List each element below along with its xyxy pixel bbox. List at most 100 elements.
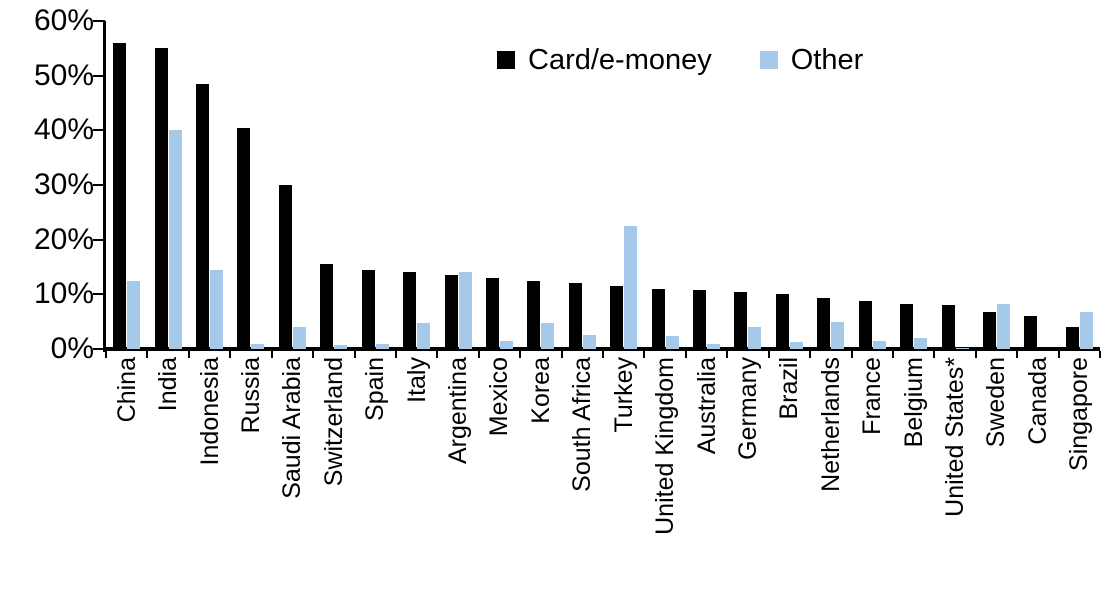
x-axis-category-label-turkey: Turkey: [609, 357, 638, 433]
y-axis-tick-mark: [93, 184, 105, 186]
y-axis-tick-label: 30%: [33, 168, 94, 201]
y-axis-tick-label: 0%: [50, 332, 94, 365]
bar-other-india: [168, 130, 182, 349]
x-axis-category-label-india: India: [154, 357, 183, 412]
x-axis-category-label-argentina: Argentina: [444, 357, 473, 465]
bar-card-e-money-mexico: [485, 277, 499, 349]
bar-other-korea: [541, 323, 555, 349]
x-axis-category-label-singapore: Singapore: [1065, 357, 1094, 471]
y-axis-tick-label: 20%: [33, 222, 94, 256]
x-axis-tick-mark: [684, 351, 687, 358]
bar-other-argentina: [458, 272, 472, 349]
x-axis-category-label-australia: Australia: [692, 357, 721, 455]
x-axis-tick-mark: [809, 351, 812, 358]
x-axis-category-label-italy: Italy: [402, 357, 431, 403]
x-axis-tick-mark: [105, 351, 107, 358]
legend-swatch-other: [759, 51, 778, 69]
bar-card-e-money-united-states: [941, 305, 955, 349]
y-axis-tick-mark: [93, 20, 105, 22]
y-axis-tick-mark: [93, 238, 105, 241]
x-axis-tick-mark: [1099, 351, 1101, 358]
y-axis-tick-label: 10%: [33, 277, 94, 311]
x-axis-category-label-indonesia: Indonesia: [195, 357, 224, 466]
x-axis-line: [103, 347, 1100, 351]
x-axis-tick-mark: [477, 351, 480, 358]
x-axis-category-label-sweden: Sweden: [982, 357, 1011, 448]
bar-other-turkey: [624, 226, 638, 349]
bar-card-e-money-china: [113, 42, 127, 349]
bar-other-switzerland: [334, 344, 348, 349]
x-axis-tick-mark: [519, 351, 522, 358]
x-axis-category-label-brazil: Brazil: [775, 357, 804, 420]
bar-other-netherlands: [831, 321, 845, 349]
legend-label-other: Other: [790, 44, 864, 76]
x-axis-tick-mark: [1057, 351, 1060, 358]
legend-swatch-card-e-money: [497, 51, 515, 69]
bar-card-e-money-brazil: [775, 294, 789, 349]
x-axis-category-label-switzerland: Switzerland: [319, 357, 348, 487]
bar-other-spain: [375, 343, 389, 349]
bar-card-e-money-india: [154, 48, 168, 349]
x-axis-tick-mark: [436, 351, 439, 358]
x-axis-category-label-south-africa: South Africa: [568, 357, 597, 492]
bar-card-e-money-russia: [237, 127, 251, 349]
x-axis-tick-mark: [602, 351, 604, 358]
y-axis-tick-mark: [93, 74, 105, 77]
x-axis-tick-mark: [394, 351, 397, 358]
y-axis-line: [103, 21, 106, 352]
x-axis-category-label-united-states: United States*: [941, 357, 970, 517]
chart-legend: Card/e-money Other: [497, 44, 863, 76]
x-axis-tick-mark: [353, 351, 356, 358]
bar-card-e-money-france: [858, 301, 872, 349]
bar-other-united-states: [955, 347, 969, 349]
x-axis-tick-mark: [560, 351, 563, 358]
x-axis-category-label-germany: Germany: [733, 357, 762, 460]
x-axis-tick-mark: [767, 351, 770, 358]
bar-other-saudi-arabia: [292, 327, 306, 349]
x-axis-tick-mark: [891, 351, 894, 358]
bar-other-brazil: [789, 341, 803, 349]
y-axis-tick-label: 40%: [33, 113, 94, 147]
bar-card-e-money-singapore: [1065, 327, 1079, 349]
bar-card-e-money-australia: [693, 289, 707, 349]
x-axis-tick-mark: [974, 351, 977, 358]
bar-card-e-money-switzerland: [320, 264, 334, 349]
bar-card-e-money-spain: [361, 269, 375, 349]
bar-other-united-kingdom: [665, 336, 679, 349]
bar-other-belgium: [914, 338, 928, 349]
legend-item-other: Other: [759, 44, 864, 76]
bar-card-e-money-indonesia: [196, 83, 210, 349]
bar-other-south-africa: [582, 335, 596, 349]
x-axis-category-label-belgium: Belgium: [899, 357, 928, 448]
bar-other-france: [872, 340, 886, 349]
y-axis-tick-mark: [93, 129, 105, 132]
x-axis-tick-mark: [726, 351, 729, 358]
bar-card-e-money-belgium: [900, 304, 914, 349]
y-axis-tick-label: 50%: [33, 58, 94, 92]
bar-card-e-money-sweden: [982, 312, 996, 349]
x-axis-category-label-korea: Korea: [526, 357, 555, 424]
y-axis-tick-mark: [93, 348, 105, 350]
bar-other-indonesia: [210, 269, 224, 349]
x-axis-category-label-netherlands: Netherlands: [816, 357, 845, 492]
x-axis-tick-mark: [643, 351, 646, 358]
bar-other-mexico: [499, 340, 513, 349]
bar-card-e-money-germany: [734, 291, 748, 349]
bar-card-e-money-turkey: [610, 286, 624, 349]
x-axis-category-label-china: China: [112, 357, 141, 423]
x-axis-category-label-spain: Spain: [361, 357, 390, 421]
x-axis-category-label-russia: Russia: [236, 357, 265, 434]
legend-item-card-e-money: Card/e-money: [497, 44, 712, 76]
bar-card-e-money-saudi-arabia: [278, 185, 292, 349]
bar-card-e-money-netherlands: [817, 298, 831, 349]
bar-other-germany: [748, 327, 762, 349]
x-axis-tick-mark: [187, 351, 190, 358]
bar-other-australia: [707, 343, 721, 349]
x-axis-tick-mark: [933, 351, 936, 358]
bar-card-e-money-korea: [527, 280, 541, 349]
bar-card-e-money-south-africa: [568, 283, 582, 349]
legend-label-card-e-money: Card/e-money: [528, 44, 712, 76]
x-axis-category-label-united-kingdom: United Kingdom: [651, 357, 680, 535]
y-axis-tick-label: 60%: [33, 4, 94, 37]
